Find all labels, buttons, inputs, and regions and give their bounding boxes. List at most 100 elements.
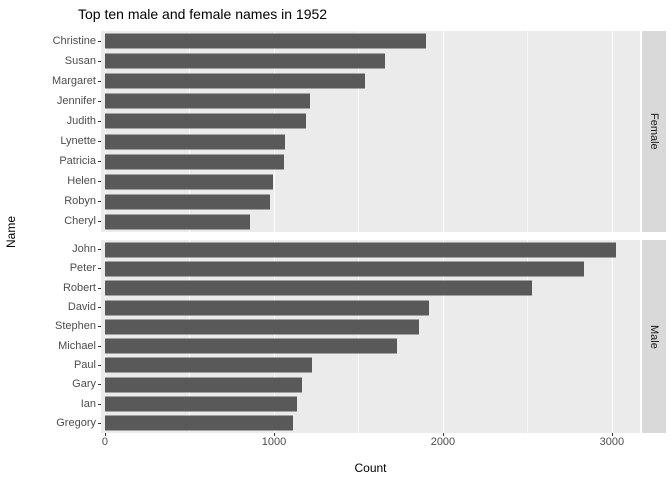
bar-christine: [104, 33, 427, 49]
gridline-major-3000: [611, 31, 614, 232]
gridline-major-3000: [611, 240, 614, 433]
y-axis-tick: [98, 100, 101, 102]
x-axis-tick-label-3000: 3000: [599, 436, 625, 448]
y-axis-label-row: Michael: [22, 336, 101, 355]
y-axis-label-row: John: [22, 240, 101, 259]
y-axis-tick: [98, 161, 101, 163]
y-axis-label-david: David: [67, 301, 96, 314]
gridline-minor-500: [189, 240, 191, 433]
y-axis-tick: [98, 384, 101, 386]
panel-male: [101, 240, 640, 433]
y-axis-tick: [98, 60, 101, 62]
facet-strip-male: Male: [642, 240, 666, 433]
y-axis-label-row: Gary: [22, 375, 101, 394]
y-axis-label-row: Helen: [22, 172, 101, 192]
gridline-major-2000: [442, 31, 445, 232]
bar-lynette: [104, 134, 285, 150]
x-axis-tick-label-0: 0: [101, 436, 109, 448]
y-axis-label-gregory: Gregory: [56, 416, 96, 429]
x-axis-title-cell: Count: [101, 452, 640, 478]
y-axis-label-cheryl: Cheryl: [64, 215, 96, 228]
bar-judith: [104, 113, 307, 129]
y-axis-label-john: John: [72, 243, 96, 256]
bar-row: [101, 71, 640, 91]
bar-ian: [104, 396, 297, 412]
panel-female: [101, 31, 640, 232]
x-axis-tick-label-2000: 2000: [430, 436, 456, 448]
y-axis-label-row: Lynette: [22, 131, 101, 151]
y-axis-label-judith: Judith: [66, 114, 96, 127]
gridline-minor-2500: [527, 31, 529, 232]
y-axis-label-ian: Ian: [80, 397, 96, 410]
bar-row: [101, 91, 640, 111]
y-axis-tick: [98, 287, 101, 289]
y-axis-label-paul: Paul: [73, 358, 96, 371]
bar-row: [101, 111, 640, 131]
y-axis-label-jennifer: Jennifer: [56, 94, 96, 107]
bar-row: [101, 152, 640, 172]
y-axis-labels-female: Christine Susan Margaret Jennifer Judith Lyne…: [22, 31, 101, 232]
bar-row: [101, 298, 640, 317]
bar-patricia: [104, 154, 285, 170]
x-axis-tick-3000: [611, 433, 613, 436]
gridline-minor-500: [189, 31, 191, 232]
bar-gary: [104, 377, 302, 393]
y-axis-label-row: Margaret: [22, 71, 101, 91]
bar-paul: [104, 357, 312, 373]
bar-robyn: [104, 194, 270, 210]
y-axis-tick: [98, 249, 101, 251]
bar-david: [104, 300, 429, 316]
bar-susan: [104, 53, 385, 69]
y-axis-tick: [98, 80, 101, 82]
y-axis-label-row: David: [22, 298, 101, 317]
chart-title: Top ten male and female names in 1952: [78, 6, 328, 22]
y-axis-label-row: Ian: [22, 394, 101, 413]
y-axis-label-row: Paul: [22, 356, 101, 375]
y-axis-tick: [98, 181, 101, 183]
gridline-major-1000: [273, 31, 276, 232]
gridline-major-0: [104, 240, 107, 433]
x-axis-tick-0: [104, 433, 106, 436]
bar-row: [101, 172, 640, 192]
y-axis-tick: [98, 141, 101, 143]
x-axis-tick-2000: [442, 433, 444, 436]
bar-cheryl: [104, 214, 251, 230]
bar-row: [101, 212, 640, 232]
y-axis-label-row: Stephen: [22, 317, 101, 336]
gridline-major-2000: [442, 240, 445, 433]
y-axis-tick: [98, 422, 101, 424]
y-axis-title-cell: Name: [0, 31, 22, 433]
bar-row: [101, 375, 640, 394]
bar-row: [101, 317, 640, 336]
gridline-major-0: [104, 31, 107, 232]
x-axis-tick-label-1000: 1000: [261, 436, 287, 448]
bar-margaret: [104, 73, 366, 89]
y-axis-label-susan: Susan: [64, 54, 96, 67]
y-axis-label-row: Peter: [22, 259, 101, 278]
x-axis-title: Count: [354, 461, 387, 475]
y-axis-label-peter: Peter: [69, 262, 96, 275]
gridline-major-1000: [273, 240, 276, 433]
y-axis-label-gary: Gary: [72, 378, 96, 391]
y-axis-label-helen: Helen: [67, 175, 96, 188]
gridline-minor-1500: [358, 240, 360, 433]
gridline-minor-2500: [527, 240, 529, 433]
gridline-minor-1500: [358, 31, 360, 232]
y-axis-label-michael: Michael: [58, 339, 96, 352]
y-axis-label-row: Patricia: [22, 152, 101, 172]
bar-row: [101, 279, 640, 298]
x-axis-ticks: [101, 433, 640, 436]
y-axis-tick: [98, 120, 101, 122]
bar-stephen: [104, 319, 420, 335]
bar-row: [101, 51, 640, 71]
y-axis-label-stephen: Stephen: [55, 320, 96, 333]
y-axis-title: Name: [4, 215, 19, 249]
bar-jennifer: [104, 93, 311, 109]
y-axis-tick: [98, 403, 101, 405]
y-axis-label-christine: Christine: [52, 34, 96, 47]
bar-row: [101, 131, 640, 151]
bar-row: [101, 259, 640, 278]
y-axis-label-row: Gregory: [22, 414, 101, 433]
plot-area: Name Christine Susan Margaret Jennifer Judit…: [0, 31, 672, 478]
